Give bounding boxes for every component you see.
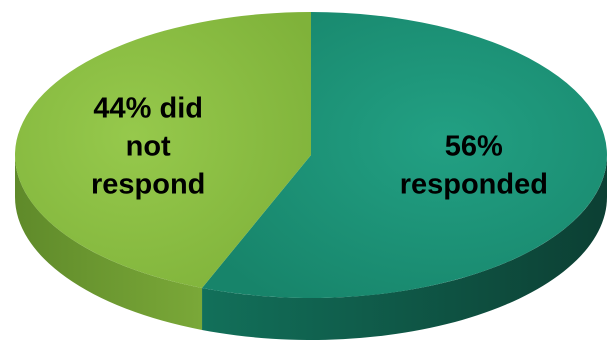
pie-labels: 56% responded 44% did not respond <box>91 93 548 201</box>
slice-label-1: 44% did not respond <box>91 93 205 201</box>
pie-slice-1 <box>14 12 311 288</box>
pie-side-walls <box>15 155 607 341</box>
slice-label-0: 56% responded <box>400 130 548 200</box>
slice-label-0-line-0: 56% <box>445 130 503 162</box>
slice-label-1-line-2: respond <box>91 169 205 201</box>
slice-label-1-line-0: 44% did <box>93 93 203 125</box>
pie-top-faces <box>14 12 607 298</box>
pie-slice-0 <box>202 12 607 298</box>
slice-label-0-line-1: responded <box>400 168 548 200</box>
pie-side-1 <box>15 155 203 330</box>
pie-side-0 <box>202 155 607 341</box>
slice-label-1-line-1: not <box>126 131 171 163</box>
